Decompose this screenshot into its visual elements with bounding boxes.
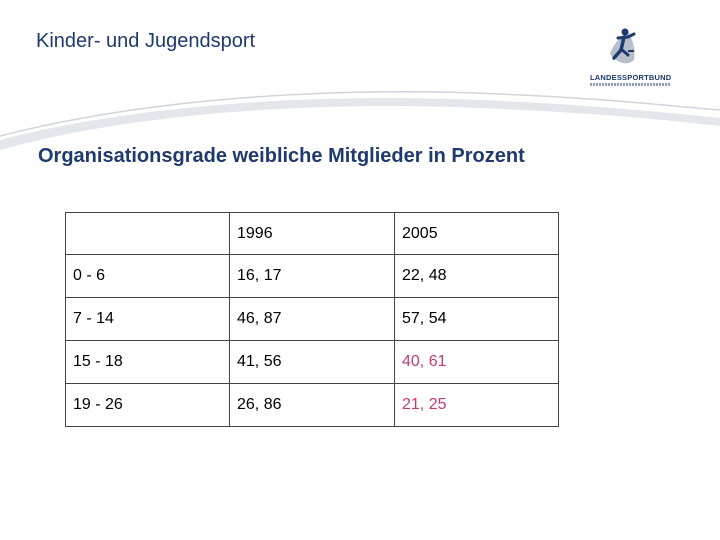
header-cell-2005: 2005: [394, 212, 559, 255]
cell-1996: 16, 17: [229, 254, 395, 298]
header-swoosh: [0, 91, 720, 150]
cell-1996: 46, 87: [229, 297, 395, 341]
table-row: 19 - 26 26, 86 21, 25: [65, 383, 559, 427]
cell-1996: 26, 86: [229, 383, 395, 427]
table-row: 7 - 14 46, 87 57, 54: [65, 297, 559, 341]
data-table: 1996 2005 0 - 6 16, 17 22, 48 7 - 14 46,…: [65, 212, 559, 427]
logo-tagline: [590, 83, 670, 86]
cell-2005-highlight: 21, 25: [394, 383, 559, 427]
cell-2005: 22, 48: [394, 254, 559, 298]
header-cell-1996: 1996: [229, 212, 395, 255]
header-title: Kinder- und Jugendsport: [36, 30, 256, 52]
page-heading: Organisationsgrade weibliche Mitglieder …: [38, 145, 525, 167]
logo-text: LANDESSPORTBUND: [590, 73, 672, 82]
cell-2005-highlight: 40, 61: [394, 340, 559, 384]
landessportbund-logo-icon: [610, 28, 636, 64]
cell-1996: 41, 56: [229, 340, 395, 384]
cell-age: 0 - 6: [65, 254, 230, 298]
table-row: 15 - 18 41, 56 40, 61: [65, 340, 559, 384]
header-cell-empty: [65, 212, 230, 255]
cell-age: 15 - 18: [65, 340, 230, 384]
table-row: 0 - 6 16, 17 22, 48: [65, 254, 559, 298]
cell-age: 19 - 26: [65, 383, 230, 427]
table-header-row: 1996 2005: [65, 212, 559, 255]
cell-age: 7 - 14: [65, 297, 230, 341]
cell-2005: 57, 54: [394, 297, 559, 341]
